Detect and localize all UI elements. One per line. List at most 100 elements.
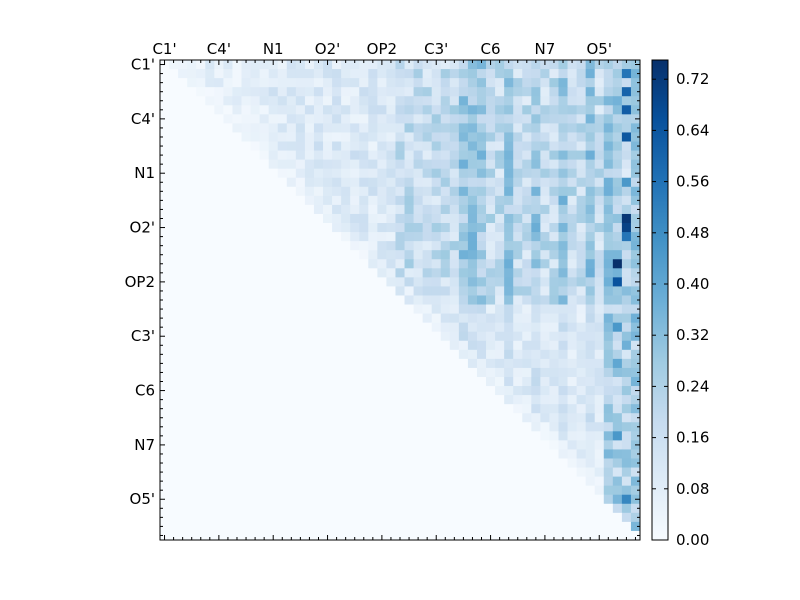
heatmap-cell <box>259 440 270 450</box>
heatmap-cell <box>486 96 496 106</box>
heatmap-cell <box>304 186 315 197</box>
heatmap-cell <box>268 340 279 351</box>
heatmap-cell <box>268 431 279 441</box>
heatmap-cell <box>268 485 279 496</box>
heatmap-cell <box>223 259 233 269</box>
heatmap-cell <box>350 286 360 296</box>
heatmap-cell <box>232 422 242 432</box>
heatmap-cell <box>467 503 478 514</box>
heatmap-cell <box>476 213 487 224</box>
heatmap-cell <box>576 177 587 188</box>
heatmap-cell <box>630 404 641 414</box>
heatmap-cell <box>513 358 523 369</box>
heatmap-cell <box>241 358 251 369</box>
heatmap-cell <box>395 467 405 478</box>
heatmap-cell <box>404 168 414 179</box>
heatmap-cell <box>495 195 505 206</box>
heatmap-cell <box>205 78 215 88</box>
heatmap-cell <box>368 168 378 179</box>
heatmap-cell <box>495 422 505 432</box>
heatmap-cell <box>196 223 206 233</box>
heatmap-cell <box>404 223 414 233</box>
heatmap-cell <box>458 530 469 541</box>
heatmap-cell <box>531 259 541 269</box>
heatmap-cell <box>386 223 396 233</box>
heatmap-cell <box>259 259 270 269</box>
heatmap-cell <box>585 494 596 505</box>
heatmap-cell <box>404 485 414 496</box>
heatmap-cell <box>576 250 587 260</box>
heatmap-cell <box>404 376 414 387</box>
heatmap-cell <box>603 404 614 414</box>
heatmap-cell <box>621 349 632 360</box>
heatmap-cell <box>341 449 351 459</box>
heatmap-cell <box>196 87 206 97</box>
heatmap-cell <box>286 467 297 478</box>
heatmap-cell <box>196 213 206 224</box>
heatmap-cell <box>277 413 288 423</box>
heatmap-cell <box>594 322 605 333</box>
heatmap-cell <box>178 331 188 342</box>
colorbar-tick-label: 0.48 <box>676 224 709 242</box>
heatmap-cell <box>277 358 288 369</box>
heatmap-cell <box>558 241 568 251</box>
heatmap-cell <box>621 277 632 287</box>
heatmap-cell <box>449 150 460 161</box>
heatmap-cell <box>567 250 578 260</box>
heatmap-cell <box>567 123 578 133</box>
heatmap-cell <box>594 449 605 459</box>
heatmap-cell <box>440 204 451 215</box>
heatmap-cell <box>540 340 550 351</box>
heatmap-cell <box>169 521 179 532</box>
heatmap-cell <box>196 322 206 333</box>
heatmap-cell <box>277 322 288 333</box>
heatmap-cell <box>612 277 623 287</box>
heatmap-cell <box>323 259 333 269</box>
heatmap-cell <box>187 467 197 478</box>
heatmap-cell <box>359 250 369 260</box>
heatmap-cell <box>540 223 550 233</box>
heatmap-cell <box>404 150 414 161</box>
heatmap-cell <box>250 358 261 369</box>
heatmap-cell <box>576 494 587 505</box>
heatmap-cell <box>332 241 342 251</box>
heatmap-cell <box>232 96 242 106</box>
heatmap-cell <box>196 458 206 468</box>
heatmap-cell <box>458 268 469 278</box>
heatmap-cell <box>603 476 614 487</box>
heatmap-cell <box>277 241 288 251</box>
heatmap-cell <box>413 422 424 432</box>
heatmap-cell <box>187 286 197 296</box>
heatmap-cell <box>522 413 532 423</box>
heatmap-cell <box>268 476 279 487</box>
heatmap-cell <box>522 530 532 541</box>
y-tick-label: C6 <box>135 382 155 400</box>
heatmap-cell <box>513 105 523 115</box>
heatmap-cell <box>449 213 460 224</box>
heatmap-cell <box>277 521 288 532</box>
heatmap-cell <box>612 150 623 161</box>
heatmap-cell <box>621 395 632 405</box>
heatmap-cell <box>241 322 251 333</box>
heatmap-cell <box>504 168 514 179</box>
heatmap-cell <box>286 114 297 124</box>
heatmap-cell <box>612 250 623 260</box>
heatmap-cell <box>341 440 351 450</box>
heatmap-cell <box>313 87 324 97</box>
heatmap-cell <box>467 494 478 505</box>
heatmap-cell <box>250 413 261 423</box>
heatmap-cell <box>313 521 324 532</box>
heatmap-cell <box>467 159 478 170</box>
heatmap-cell <box>205 404 215 414</box>
heatmap-cell <box>386 521 396 532</box>
heatmap-cell <box>558 431 568 441</box>
heatmap-cell <box>232 467 242 478</box>
heatmap-cell <box>196 404 206 414</box>
heatmap-cell <box>395 476 405 487</box>
heatmap-cell <box>621 204 632 215</box>
heatmap-cell <box>386 313 396 324</box>
heatmap-cell <box>323 313 333 324</box>
heatmap-cell <box>368 241 378 251</box>
heatmap-cell <box>359 150 369 161</box>
heatmap-cell <box>368 449 378 459</box>
